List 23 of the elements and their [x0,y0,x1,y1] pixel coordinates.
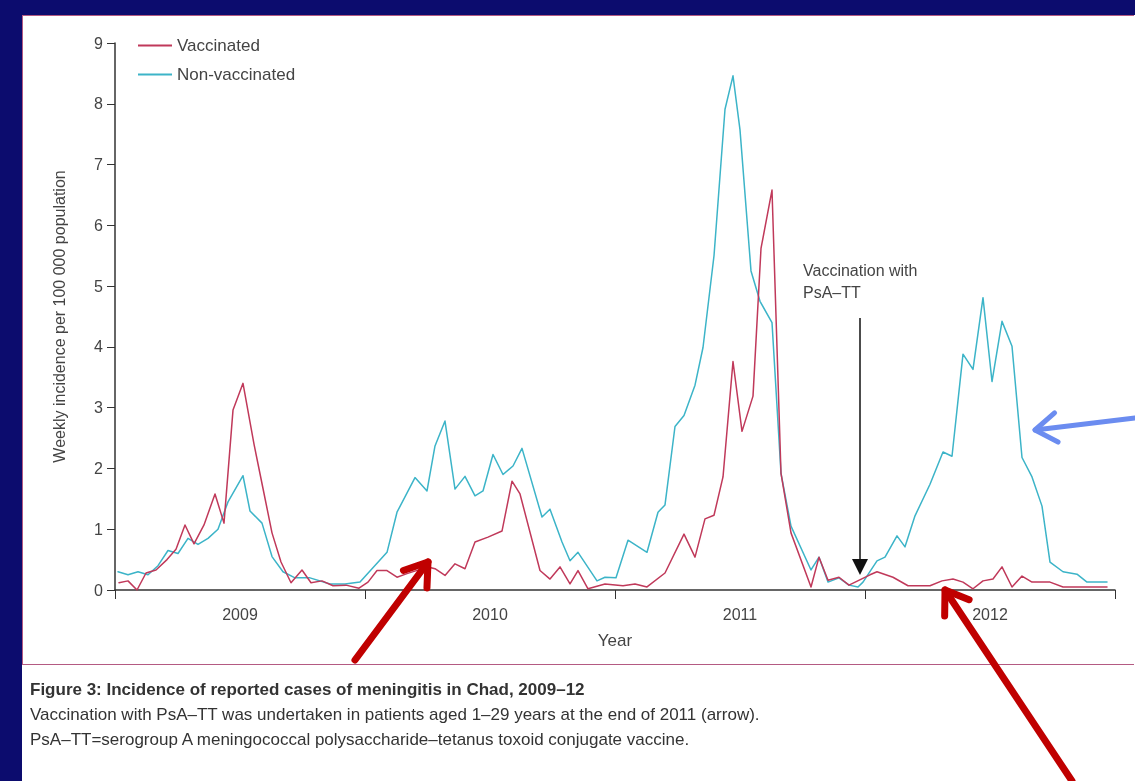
x-tick-label: 2012 [972,605,1008,623]
legend-label: Non-vaccinated [177,65,296,84]
y-tick-label: 3 [94,399,104,417]
y-tick-label: 2 [94,459,104,477]
y-tick-label: 4 [94,338,104,356]
y-tick-label: 8 [94,95,104,113]
legend-label: Vaccinated [177,36,260,55]
y-tick-label: 7 [94,156,104,174]
annotation: Vaccination with PsA–TT [803,261,919,303]
x-tick-label: 2009 [222,605,258,623]
y-tick-label: 6 [94,216,104,234]
x-tick-label: 2010 [472,605,508,623]
y-axis-title: Weekly incidence per 100 000 population [50,170,68,463]
x-tick-label: 2011 [722,605,758,623]
text: Figure 3: Incidence of reported cases of meningitis in Chad, 2009–12 [30,679,586,701]
y-tick-label: 9 [94,34,104,52]
y-tick-label: 0 [94,581,104,599]
y-tick-label: 5 [94,277,104,295]
text: PsA–TT=serogroup A meningococcal polysaccharide–tetanus toxoid conjugate vaccine. [30,729,691,751]
y-tick-label: 1 [94,520,104,538]
text: Vaccination with PsA–TT was undertaken in patients aged 1–29 years at the end of 2011 (arrow). [30,704,761,726]
x-axis-title: Year [597,631,633,650]
line-series [118,189,1108,591]
